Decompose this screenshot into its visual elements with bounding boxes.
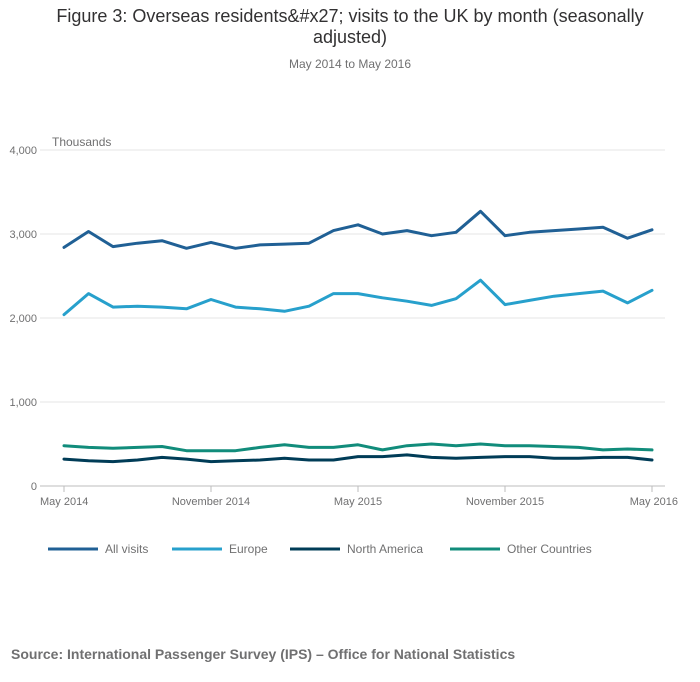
x-tick-label: May 2016: [630, 496, 678, 508]
legend-item: North America: [290, 542, 423, 556]
x-tick-label: November 2014: [172, 496, 250, 508]
x-tick-label: May 2015: [334, 496, 382, 508]
legend-item: Europe: [172, 542, 268, 556]
y-tick-label: 3,000: [9, 229, 37, 241]
legend-label: All visits: [105, 542, 148, 556]
chart-title: Figure 3: Overseas residents&#x27; visit…: [56, 6, 644, 47]
y-tick-label: 2,000: [9, 313, 37, 325]
legend-item: Other Countries: [450, 542, 592, 556]
legend-label: Other Countries: [507, 542, 592, 556]
legend-label: Europe: [229, 542, 268, 556]
y-tick-label: 0: [31, 481, 37, 493]
x-tick-label: November 2015: [466, 496, 544, 508]
y-axis-label: Thousands: [52, 135, 111, 149]
legend-item: All visits: [48, 542, 148, 556]
series-line-europe: [62, 278, 654, 317]
y-tick-label: 4,000: [9, 145, 37, 157]
chart-subtitle: May 2014 to May 2016: [288, 57, 412, 71]
series-line-other-countries: [62, 442, 654, 453]
y-tick-label: 1,000: [9, 397, 37, 409]
series-line-all-visits: [62, 209, 654, 250]
x-tick-label: May 2014: [40, 496, 88, 508]
series-line-north-america: [62, 453, 654, 464]
source-note: Source: International Passenger Survey (…: [11, 646, 516, 662]
legend-label: North America: [347, 542, 423, 556]
